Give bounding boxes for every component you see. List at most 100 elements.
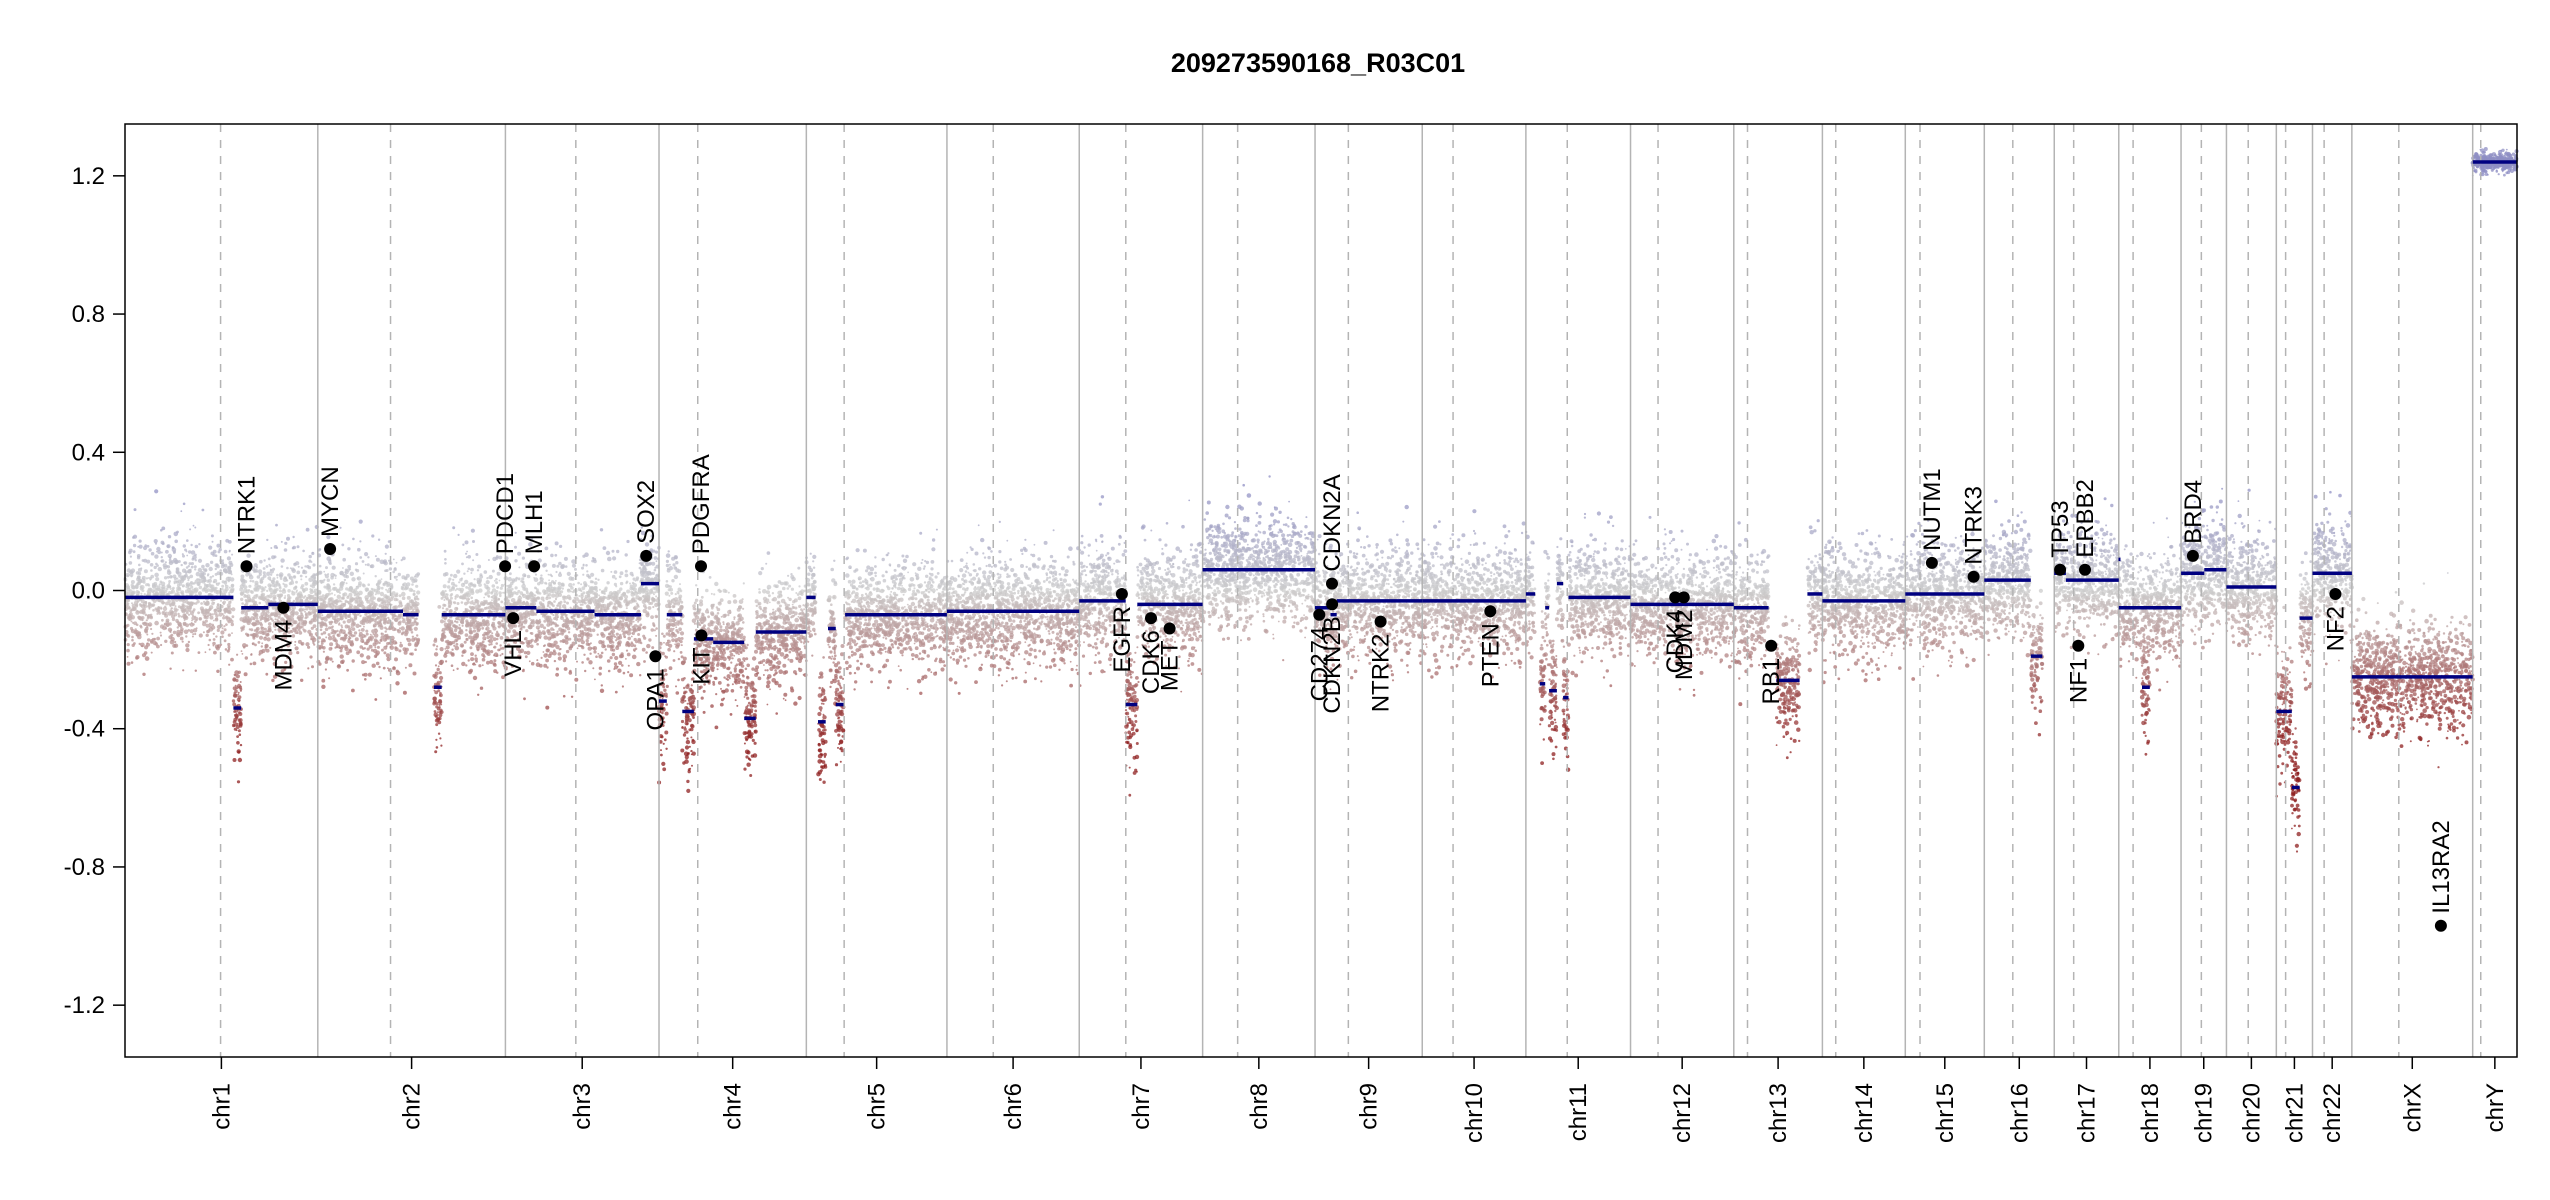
probe-point — [151, 603, 156, 607]
probe-point — [530, 661, 535, 666]
probe-point — [587, 585, 590, 587]
probe-point — [267, 611, 270, 614]
probe-point — [454, 620, 457, 623]
probe-point — [488, 574, 493, 580]
probe-point — [205, 563, 210, 568]
probe-point — [346, 618, 352, 624]
probe-point — [366, 655, 371, 660]
probe-point — [336, 633, 341, 638]
probe-point — [675, 561, 679, 565]
probe-point — [360, 636, 364, 640]
probe-point — [154, 607, 158, 611]
probe-point — [158, 583, 161, 586]
probe-point — [553, 640, 558, 645]
probe-point — [524, 602, 529, 607]
probe-point — [622, 616, 626, 621]
probe-point — [472, 675, 478, 681]
probe-point — [379, 618, 382, 622]
probe-point — [215, 582, 218, 585]
probe-point — [467, 567, 471, 571]
probe-point — [218, 547, 222, 552]
probe-point — [275, 523, 278, 527]
probe-point — [237, 757, 243, 763]
probe-point — [250, 628, 254, 632]
probe-point — [339, 607, 343, 610]
probe-point — [205, 623, 210, 628]
probe-point — [205, 608, 210, 614]
probe-point — [325, 566, 328, 570]
probe-point — [630, 641, 633, 644]
probe-point — [470, 589, 474, 594]
probe-point — [539, 581, 541, 584]
probe-point — [270, 617, 273, 621]
probe-point — [251, 633, 254, 637]
probe-point — [416, 634, 419, 637]
probe-point — [453, 644, 456, 647]
probe-point — [563, 667, 568, 671]
probe-point — [534, 573, 538, 576]
probe-point — [634, 647, 638, 651]
probe-point — [440, 633, 445, 637]
probe-point — [491, 599, 493, 601]
probe-point — [190, 550, 196, 555]
probe-point — [301, 584, 305, 588]
probe-point — [476, 633, 480, 636]
probe-point — [603, 628, 606, 631]
probe-point — [561, 604, 567, 609]
probe-point — [610, 570, 613, 573]
probe-point — [154, 642, 158, 646]
probe-point — [171, 617, 176, 622]
probe-point — [156, 612, 159, 615]
probe-point — [440, 744, 443, 747]
probe-point — [435, 717, 441, 722]
probe-point — [490, 591, 494, 595]
probe-point — [452, 601, 455, 604]
probe-point — [129, 555, 132, 558]
probe-point — [321, 684, 326, 689]
probe-point — [546, 642, 552, 647]
probe-point — [663, 641, 665, 644]
probe-point — [673, 574, 679, 580]
probe-point — [353, 634, 356, 637]
probe-point — [287, 573, 291, 577]
probe-point — [458, 627, 461, 630]
probe-point — [444, 628, 447, 631]
probe-point — [308, 632, 313, 637]
probe-point — [377, 538, 381, 541]
probe-point — [660, 749, 662, 752]
probe-point — [618, 654, 623, 659]
probe-point — [625, 658, 627, 660]
probe-point — [302, 590, 305, 593]
probe-point — [683, 727, 687, 731]
probe-point — [194, 568, 197, 571]
probe-point — [507, 576, 512, 582]
probe-point — [143, 545, 148, 551]
probe-point — [416, 590, 421, 595]
probe-point — [412, 608, 415, 611]
probe-point — [270, 547, 273, 549]
probe-point — [554, 541, 559, 546]
probe-point — [611, 549, 615, 553]
probe-point — [680, 748, 685, 753]
probe-point — [249, 579, 252, 583]
probe-point — [537, 558, 542, 563]
probe-point — [443, 604, 447, 607]
probe-point — [555, 672, 559, 677]
probe-point — [191, 616, 196, 621]
probe-point — [230, 584, 234, 588]
probe-point — [322, 650, 325, 653]
probe-point — [380, 586, 384, 590]
probe-point — [665, 563, 670, 568]
probe-point — [585, 642, 590, 646]
probe-point — [228, 560, 233, 565]
probe-point — [470, 657, 475, 662]
probe-point — [441, 607, 445, 610]
probe-point — [335, 617, 341, 622]
probe-point — [179, 631, 183, 636]
probe-point — [215, 617, 219, 621]
probe-point — [210, 599, 213, 602]
probe-point — [618, 604, 623, 609]
probe-point — [355, 623, 360, 628]
probe-point — [565, 636, 569, 640]
probe-point — [319, 604, 322, 607]
